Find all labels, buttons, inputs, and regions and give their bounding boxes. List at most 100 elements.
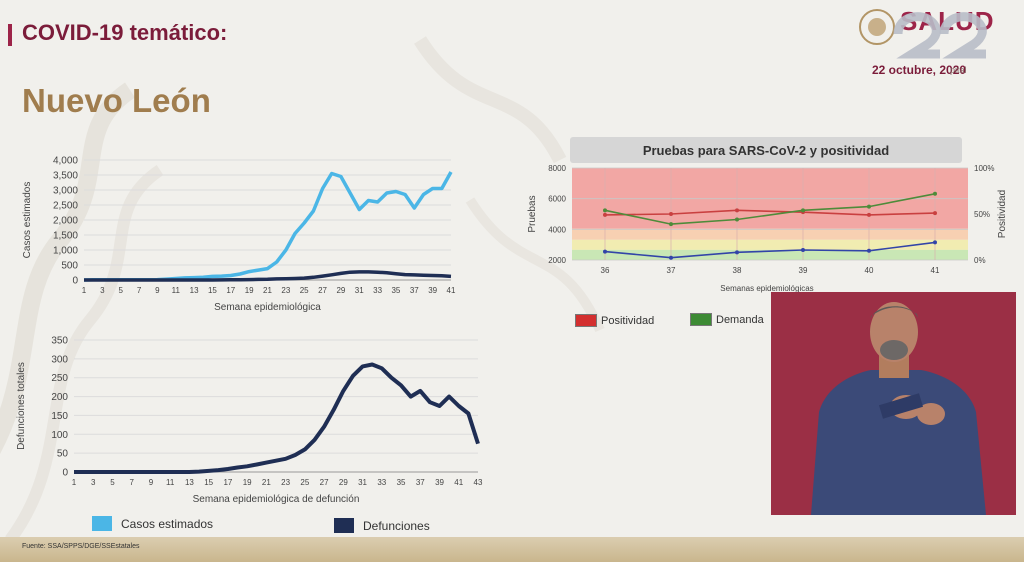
series-line-defunciones	[74, 362, 480, 474]
x-tick-label: 38	[733, 266, 742, 275]
x-tick-label: 5	[110, 478, 115, 487]
x-tick-label: 23	[281, 478, 290, 487]
x-tick-label: 25	[300, 286, 309, 295]
y-tick-label: 150	[51, 411, 68, 422]
series-line-defunciones	[84, 270, 452, 282]
page-title: COVID-19 temático:	[22, 20, 228, 45]
y2-axis-title: Positividad	[997, 190, 1008, 238]
x-tick-label: 39	[428, 286, 437, 295]
x-tick-label: 41	[447, 286, 456, 295]
positividad-orange-band	[572, 228, 968, 240]
x-tick-label: 1	[72, 478, 77, 487]
data-point-positividad	[867, 212, 871, 217]
data-point-pruebas	[933, 240, 937, 245]
x-tick-label: 27	[320, 478, 329, 487]
x-tick-label: 3	[100, 286, 105, 295]
data-point-pruebas	[735, 250, 739, 255]
x-tick-label: 3	[91, 478, 96, 487]
x-tick-label: 21	[262, 478, 271, 487]
x-tick-label: 33	[377, 478, 386, 487]
pruebas-chart-title: Pruebas para SARS-CoV-2 y positividad	[570, 137, 962, 163]
x-tick-label: 37	[416, 478, 425, 487]
y-tick-label: 6000	[548, 195, 566, 204]
data-point-pruebas	[669, 255, 673, 260]
x-tick-label: 13	[190, 286, 199, 295]
y-tick-label: 8000	[548, 164, 566, 173]
legend-positividad-label: Positividad	[601, 314, 655, 327]
x-tick-label: 35	[397, 478, 406, 487]
data-source: Fuente: SSA/SPPS/DGE/SSEstatales	[22, 543, 140, 550]
x-tick-label: 41	[931, 266, 940, 275]
y-tick-label: 300	[51, 354, 68, 365]
series-line-demanda	[604, 193, 936, 225]
legend-positividad-swatch	[575, 314, 597, 327]
x-tick-label: 37	[410, 286, 419, 295]
x-axis-title: Semana epidemiológica	[214, 302, 321, 313]
data-point-demanda	[603, 208, 607, 213]
x-tick-label: 13	[185, 478, 194, 487]
coat-of-arms-icon	[859, 9, 895, 45]
legend-defunciones-swatch	[334, 518, 354, 533]
y-axis-title: Defunciones totales	[16, 362, 27, 450]
legend-defunciones-label: Defunciones	[363, 518, 430, 533]
data-point-pruebas	[801, 248, 805, 253]
x-tick-label: 21	[263, 286, 272, 295]
y2-tick-label: 50%	[974, 210, 990, 219]
x-tick-label: 5	[118, 286, 123, 295]
x-tick-label: 15	[208, 286, 217, 295]
legend-casos-label: Casos estimados	[121, 516, 214, 531]
x-tick-label: 7	[137, 286, 142, 295]
x-tick-label: 36	[601, 266, 610, 275]
footer-strip	[0, 537, 1024, 562]
x-axis-title: Semana epidemiológica de defunción	[193, 494, 360, 505]
x-tick-label: 25	[300, 478, 309, 487]
y-tick-label: 250	[51, 373, 68, 384]
state-title: Nuevo León	[22, 82, 211, 119]
y-tick-label: 2,500	[53, 201, 78, 212]
x-tick-label: 11	[166, 478, 175, 487]
x-tick-label: 19	[245, 286, 254, 295]
x-tick-label: 37	[667, 266, 676, 275]
positividad-yellow-band	[572, 239, 968, 250]
legend-casos: Casos estimados	[92, 516, 213, 531]
legend-demanda: Demanda	[690, 313, 764, 326]
y-tick-label: 2,000	[53, 216, 78, 227]
casos-estimados-chart: 0 500 1,000 1,500 2,000 2,500 3,000 3,500 4,000 1…	[22, 156, 456, 314]
pruebas-positividad-chart: 2000 4000 6000 8000 0% 50% 100% 36 37 38 39 40 41 Sem…	[527, 164, 1008, 293]
legend-casos-swatch	[92, 516, 112, 531]
data-point-pruebas	[867, 248, 871, 253]
y-tick-label: 0	[62, 468, 68, 479]
y-tick-label: 350	[51, 336, 68, 347]
y-tick-label: 500	[61, 261, 78, 272]
y-tick-label: 1,500	[53, 231, 78, 242]
data-point-demanda	[867, 204, 871, 209]
x-tick-label: 23	[281, 286, 290, 295]
data-point-positividad	[603, 212, 607, 217]
legend-demanda-label: Demanda	[716, 313, 764, 326]
sign-language-interpreter-video	[771, 292, 1016, 515]
x-tick-label: 17	[223, 478, 232, 487]
y-tick-label: 0	[72, 276, 78, 287]
x-tick-label: 9	[149, 478, 154, 487]
data-point-positividad	[669, 212, 673, 216]
y-tick-label: 1,000	[53, 246, 78, 257]
y-tick-label: 100	[51, 430, 68, 441]
x-tick-label: 27	[318, 286, 327, 295]
x-tick-label: 11	[172, 286, 181, 295]
y-tick-label: 3,000	[53, 186, 78, 197]
legend-defunciones: Defunciones	[334, 518, 430, 533]
y-tick-label: 3,500	[53, 171, 78, 182]
series-line-casos-estimados	[83, 171, 453, 282]
x-tick-label: 1	[82, 286, 87, 295]
series-line-positividad	[604, 209, 936, 216]
x-tick-label: 17	[226, 286, 235, 295]
x-tick-label: 31	[355, 286, 364, 295]
x-tick-label: 9	[155, 286, 160, 295]
data-point-demanda	[735, 217, 739, 222]
y2-tick-label: 100%	[974, 164, 994, 173]
x-tick-label: 41	[454, 478, 463, 487]
y-tick-label: 4000	[548, 225, 566, 234]
y-tick-label: 4,000	[53, 156, 78, 167]
y2-tick-label: 0%	[974, 256, 986, 265]
